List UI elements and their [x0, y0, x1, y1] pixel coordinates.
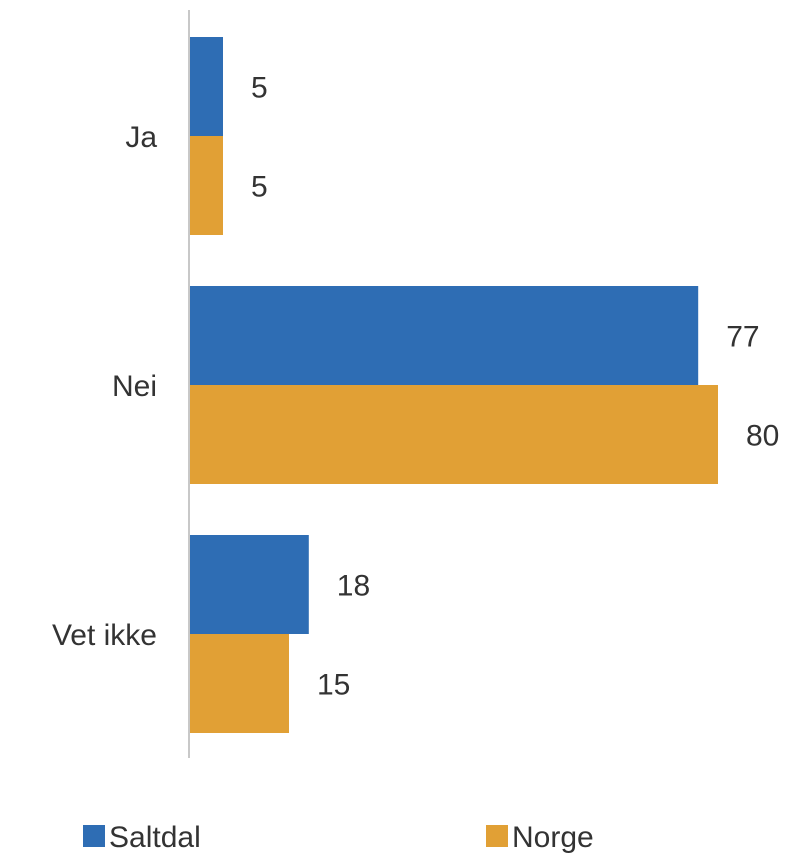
bar-norge-ja [190, 136, 223, 235]
legend-label-saltdal: Saltdal [109, 821, 201, 854]
data-label-norge-vet-ikke: 15 [317, 669, 350, 702]
category-label-vet-ikke: Vet ikke [52, 619, 157, 652]
category-label-ja: Ja [125, 121, 157, 154]
bars-group [190, 37, 718, 733]
bar-saltdal-nei [190, 286, 699, 385]
data-label-saltdal-vet-ikke: 18 [337, 570, 370, 603]
category-labels: Ja Nei Vet ikke [52, 121, 157, 652]
bar-saltdal-vet-ikke [190, 535, 309, 634]
bar-norge-vet-ikke [190, 634, 289, 733]
legend-swatch-saltdal [83, 825, 105, 847]
legend-label-norge: Norge [512, 821, 594, 854]
bar-norge-nei [190, 385, 718, 484]
legend-swatch-norge [486, 825, 508, 847]
data-label-norge-ja: 5 [251, 171, 268, 204]
data-label-norge-nei: 80 [746, 420, 779, 453]
data-label-saltdal-ja: 5 [251, 72, 268, 105]
legend: Saltdal Norge [83, 821, 594, 854]
data-label-saltdal-nei: 77 [726, 321, 759, 354]
value-labels: 5 5 77 80 18 15 [251, 72, 779, 702]
bar-saltdal-ja [190, 37, 223, 136]
category-label-nei: Nei [112, 370, 157, 403]
